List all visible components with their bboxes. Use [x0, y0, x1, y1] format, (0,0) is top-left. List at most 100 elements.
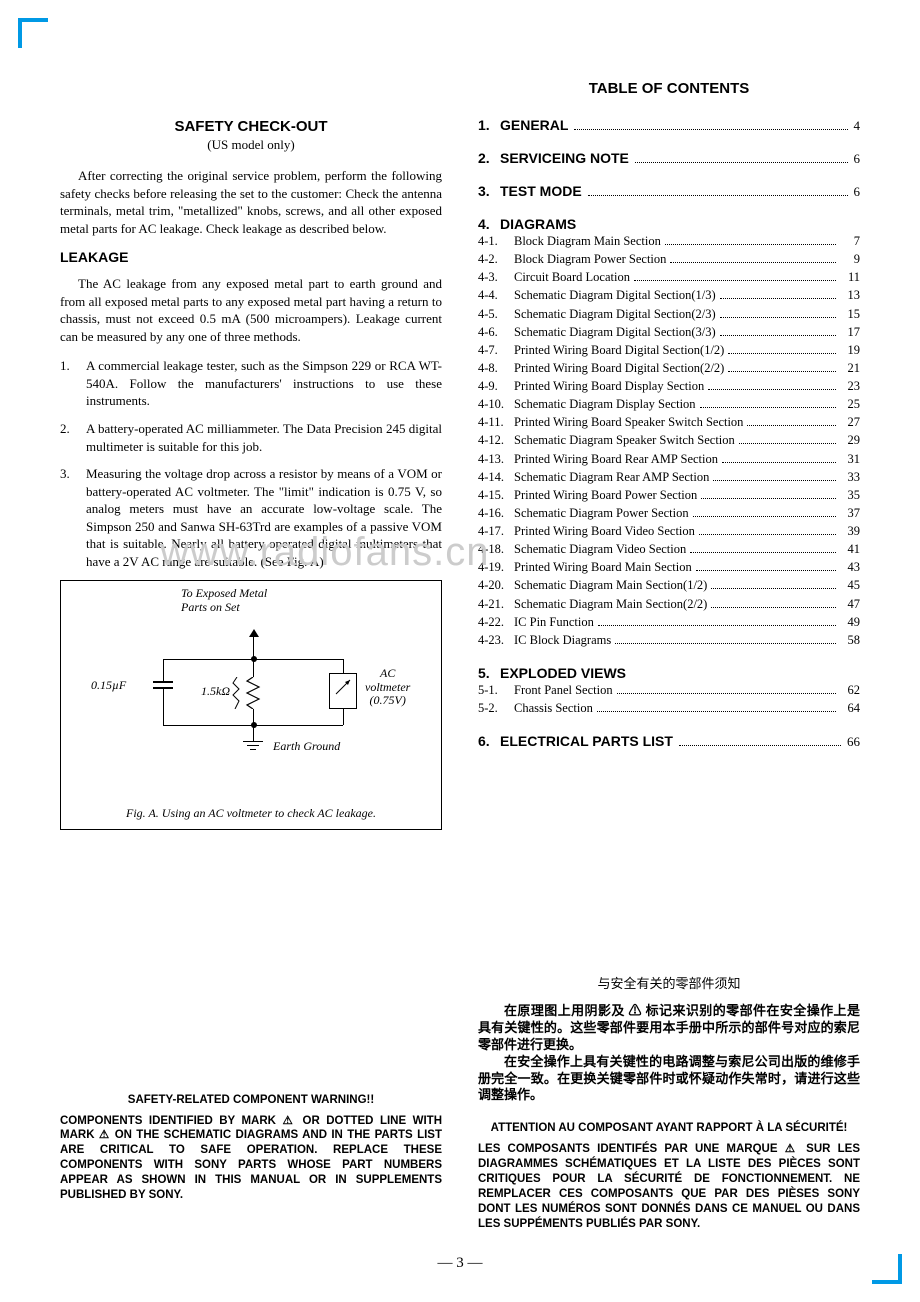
method-text: A commercial leakage tester, such as the…: [86, 357, 442, 410]
toc-item-name: Schematic Diagram Digital Section(1/3): [514, 286, 716, 304]
toc-item-num: 4-6.: [478, 323, 514, 341]
method-number: 3.: [60, 465, 86, 570]
toc-dots: [635, 162, 848, 163]
toc-item: 4-2.Block Diagram Power Section9: [478, 250, 860, 268]
toc-item: 4-23.IC Block Diagrams58: [478, 631, 860, 649]
bottom-warnings: SAFETY-RELATED COMPONENT WARNING!! COMPO…: [60, 974, 860, 1232]
toc-exploded-list: 5-1.Front Panel Section625-2.Chassis Sec…: [478, 681, 860, 717]
fig-volt-3: (0.75V): [370, 693, 406, 707]
toc-dots: [679, 745, 841, 746]
toc-item-name: Schematic Diagram Main Section(2/2): [514, 595, 707, 613]
toc-item-num: 4-19.: [478, 558, 514, 576]
toc-dots: [720, 335, 836, 336]
safety-warning-body: COMPONENTS IDENTIFIED BY MARK ⚠ OR DOTTE…: [60, 1114, 442, 1204]
toc-item: 4-16.Schematic Diagram Power Section37: [478, 504, 860, 522]
toc-item-page: 41: [840, 540, 860, 558]
toc-item-name: Printed Wiring Board Main Section: [514, 558, 692, 576]
toc-item-page: 19: [840, 341, 860, 359]
toc-section: 3.TEST MODE 6: [478, 183, 860, 200]
toc-item: 4-1.Block Diagram Main Section7: [478, 232, 860, 250]
toc-item-num: 4-12.: [478, 431, 514, 449]
toc-item-num: 4-13.: [478, 450, 514, 468]
toc-item: 4-14.Schematic Diagram Rear AMP Section3…: [478, 468, 860, 486]
toc-item-page: 62: [840, 681, 860, 699]
toc-item-page: 49: [840, 613, 860, 631]
toc-dots: [713, 480, 836, 481]
method-item: 3.Measuring the voltage drop across a re…: [60, 465, 442, 570]
toc-dots: [728, 371, 836, 372]
toc-item-num: 4-5.: [478, 305, 514, 323]
toc-item: 4-17.Printed Wiring Board Video Section3…: [478, 522, 860, 540]
bottom-left-col: SAFETY-RELATED COMPONENT WARNING!! COMPO…: [60, 974, 442, 1232]
toc-item-page: 15: [840, 305, 860, 323]
toc-sec-name: TEST MODE: [500, 183, 582, 199]
toc-item-num: 4-7.: [478, 341, 514, 359]
toc-item-page: 58: [840, 631, 860, 649]
chinese-p2: 在安全操作上具有关键性的电路调整与索尼公司出版的维修手册完全一致。在更换关键零部…: [478, 1054, 860, 1105]
toc-item-page: 33: [840, 468, 860, 486]
toc-sec-num: 3.: [478, 183, 500, 199]
toc-item-name: Printed Wiring Board Power Section: [514, 486, 697, 504]
toc-item: 4-22.IC Pin Function49: [478, 613, 860, 631]
toc-sec-num: 5.: [478, 665, 500, 681]
toc-item-page: 39: [840, 522, 860, 540]
toc-page: 6: [854, 151, 861, 167]
toc-dots: [670, 262, 836, 263]
method-item: 2.A battery-operated AC milliammeter. Th…: [60, 420, 442, 455]
toc-dots: [696, 570, 836, 571]
corner-mark-tl: [18, 18, 48, 48]
toc-item-name: Schematic Diagram Digital Section(3/3): [514, 323, 716, 341]
toc-item: 4-10.Schematic Diagram Display Section25: [478, 395, 860, 413]
toc-item: 4-6.Schematic Diagram Digital Section(3/…: [478, 323, 860, 341]
toc-dots: [588, 195, 848, 196]
toc-item-page: 47: [840, 595, 860, 613]
toc-item-name: Front Panel Section: [514, 681, 613, 699]
safety-subtitle: (US model only): [60, 137, 442, 153]
toc-item-num: 5-2.: [478, 699, 514, 717]
toc-item-page: 31: [840, 450, 860, 468]
fig-volt-2: voltmeter: [365, 680, 410, 694]
toc-item-page: 37: [840, 504, 860, 522]
toc-section-diagrams: 4. DIAGRAMS: [478, 216, 860, 232]
symbol-icon: [231, 677, 241, 709]
figure-a-box: To Exposed Metal Parts on Set 0.15µF: [60, 580, 442, 830]
toc-item: 4-20.Schematic Diagram Main Section(1/2)…: [478, 576, 860, 594]
toc-page: 6: [854, 184, 861, 200]
method-text: Measuring the voltage drop across a resi…: [86, 465, 442, 570]
toc-dots: [739, 443, 836, 444]
toc-item: 4-15.Printed Wiring Board Power Section3…: [478, 486, 860, 504]
toc-item: 4-8.Printed Wiring Board Digital Section…: [478, 359, 860, 377]
toc-item-name: Schematic Diagram Speaker Switch Section: [514, 431, 735, 449]
toc-item-name: IC Pin Function: [514, 613, 594, 631]
fig-top-label: To Exposed Metal Parts on Set: [181, 587, 267, 613]
right-column: TABLE OF CONTENTS 1.GENERAL42.SERVICEING…: [478, 80, 860, 830]
toc-item-num: 4-3.: [478, 268, 514, 286]
toc-item-name: IC Block Diagrams: [514, 631, 611, 649]
toc-item-num: 4-10.: [478, 395, 514, 413]
toc-dots: [728, 353, 836, 354]
fig-res-label: 1.5kΩ: [201, 684, 230, 699]
toc-item-num: 4-8.: [478, 359, 514, 377]
toc-item-name: Schematic Diagram Video Section: [514, 540, 686, 558]
toc-item-num: 5-1.: [478, 681, 514, 699]
toc-item-num: 4-20.: [478, 576, 514, 594]
toc-item-page: 25: [840, 395, 860, 413]
method-item: 1.A commercial leakage tester, such as t…: [60, 357, 442, 410]
leakage-text: The AC leakage from any exposed metal pa…: [60, 276, 442, 344]
toc-item-num: 4-16.: [478, 504, 514, 522]
toc-item-page: 23: [840, 377, 860, 395]
fig-top-label-2: Parts on Set: [181, 600, 240, 614]
intro-text: After correcting the original service pr…: [60, 168, 442, 236]
toc-dots: [701, 498, 836, 499]
toc-item-page: 21: [840, 359, 860, 377]
french-warning-heading: ATTENTION AU COMPOSANT AYANT RAPPORT À L…: [478, 1122, 860, 1134]
toc-item: 4-3.Circuit Board Location11: [478, 268, 860, 286]
page-number: — 3 —: [0, 1255, 920, 1272]
toc-item-name: Printed Wiring Board Digital Section(2/2…: [514, 359, 724, 377]
toc-item-num: 4-9.: [478, 377, 514, 395]
toc-sec-name: ELECTRICAL PARTS LIST: [500, 733, 673, 749]
toc-top-sections: 1.GENERAL42.SERVICEING NOTE63.TEST MODE6: [478, 117, 860, 200]
toc-dots: [708, 389, 836, 390]
toc-item-page: 29: [840, 431, 860, 449]
toc-item-name: Printed Wiring Board Rear AMP Section: [514, 450, 718, 468]
